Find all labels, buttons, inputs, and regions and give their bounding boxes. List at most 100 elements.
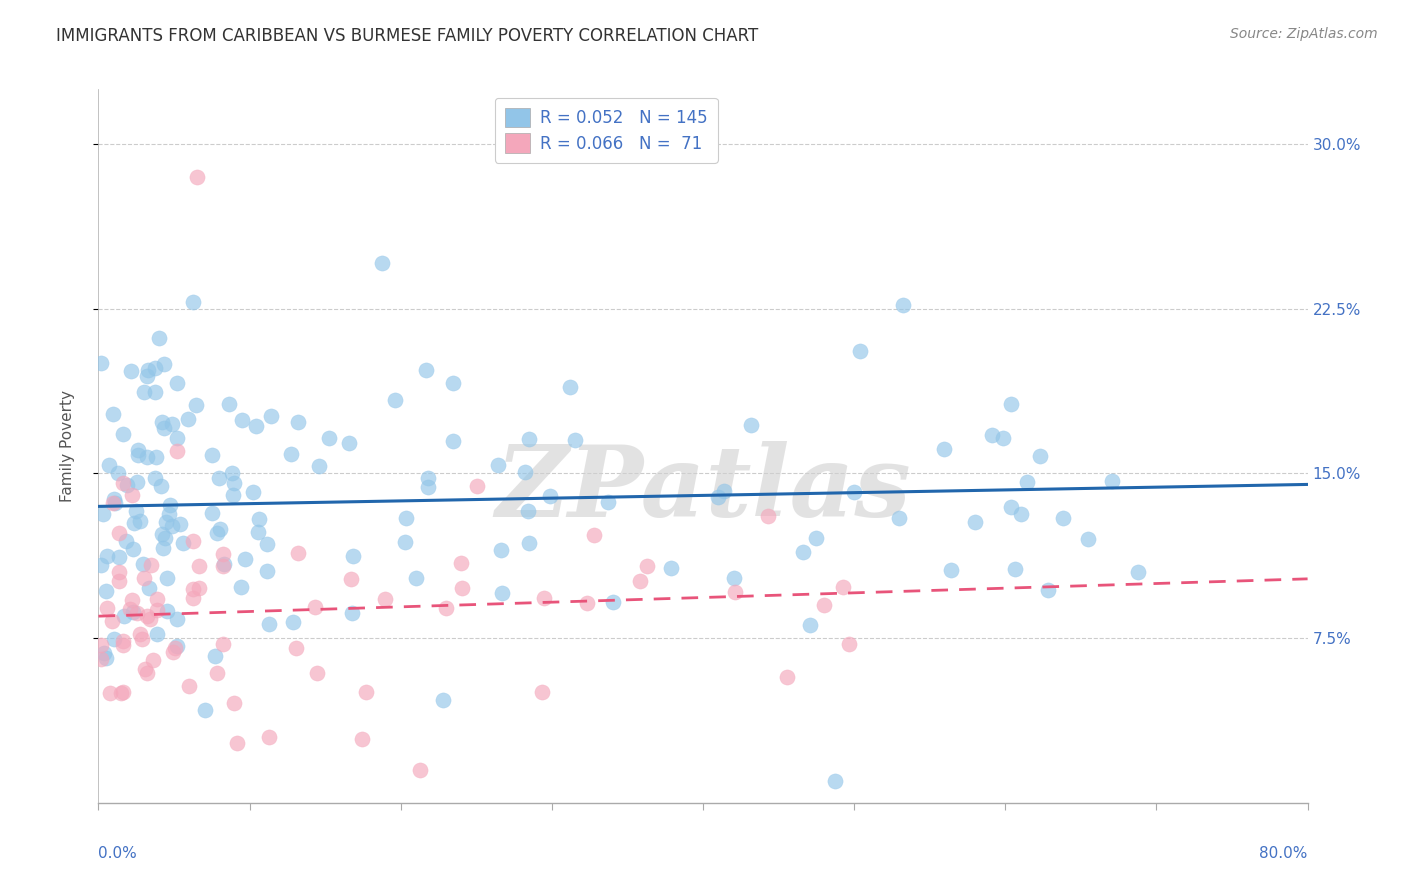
Point — [394, 535, 416, 549]
Point — [181, 582, 204, 596]
Point — [451, 581, 474, 595]
Point — [127, 448, 149, 462]
Point — [740, 417, 762, 432]
Point — [124, 516, 146, 531]
Point — [308, 458, 330, 473]
Point — [112, 475, 135, 490]
Point — [166, 444, 188, 458]
Point — [221, 466, 243, 480]
Point — [177, 412, 200, 426]
Point — [207, 666, 229, 681]
Point — [231, 580, 253, 594]
Point — [1000, 397, 1022, 411]
Point — [121, 542, 143, 557]
Point — [150, 479, 173, 493]
Point — [1052, 510, 1074, 524]
Point — [813, 598, 835, 612]
Point — [489, 543, 512, 558]
Point — [318, 431, 340, 445]
Point — [138, 581, 160, 595]
Point — [91, 507, 114, 521]
Point — [257, 617, 280, 632]
Point — [434, 601, 457, 615]
Point — [531, 684, 554, 698]
Point — [146, 603, 169, 617]
Point — [108, 550, 131, 565]
Point — [287, 415, 309, 429]
Point — [838, 637, 860, 651]
Point — [934, 442, 956, 456]
Point — [628, 574, 651, 589]
Point — [132, 571, 155, 585]
Point — [93, 646, 115, 660]
Point — [707, 490, 730, 504]
Point — [307, 665, 329, 680]
Point — [246, 524, 269, 539]
Point — [179, 679, 201, 693]
Point — [125, 606, 148, 620]
Point — [354, 684, 377, 698]
Point — [516, 504, 538, 518]
Point — [103, 491, 125, 506]
Point — [374, 591, 396, 606]
Point — [242, 485, 264, 500]
Point — [201, 506, 224, 520]
Point — [208, 471, 231, 485]
Point — [486, 458, 509, 473]
Point — [342, 549, 364, 563]
Point — [965, 515, 987, 529]
Point — [121, 605, 143, 619]
Point — [100, 614, 122, 628]
Point — [143, 360, 166, 375]
Point — [756, 508, 779, 523]
Point — [226, 736, 249, 750]
Point — [491, 586, 513, 600]
Point — [285, 641, 308, 656]
Point — [218, 397, 240, 411]
Point — [111, 638, 134, 652]
Point — [799, 618, 821, 632]
Point — [849, 344, 872, 359]
Point — [134, 662, 156, 676]
Point — [517, 432, 540, 446]
Point — [1010, 507, 1032, 521]
Point — [136, 362, 159, 376]
Text: 0.0%: 0.0% — [98, 846, 138, 861]
Point — [152, 541, 174, 556]
Point — [145, 450, 167, 464]
Point — [90, 356, 112, 370]
Point — [112, 609, 135, 624]
Point — [143, 385, 166, 400]
Point — [256, 564, 278, 578]
Point — [340, 572, 363, 586]
Point — [233, 552, 256, 566]
Point — [150, 415, 173, 429]
Point — [156, 605, 179, 619]
Point — [127, 442, 149, 457]
Point — [723, 571, 745, 585]
Text: ZPatlas: ZPatlas — [495, 441, 911, 537]
Point — [181, 591, 204, 606]
Point — [257, 730, 280, 744]
Point — [103, 632, 125, 646]
Point — [90, 558, 112, 572]
Point — [166, 612, 188, 626]
Point — [558, 380, 581, 394]
Point — [150, 526, 173, 541]
Point — [208, 522, 231, 536]
Point — [166, 639, 188, 653]
Point — [260, 409, 283, 424]
Point — [156, 571, 179, 585]
Point — [842, 484, 865, 499]
Point — [1000, 500, 1022, 514]
Point — [713, 483, 735, 498]
Point — [115, 478, 138, 492]
Point — [97, 458, 120, 473]
Point — [160, 417, 183, 431]
Point — [155, 515, 177, 529]
Point — [1015, 475, 1038, 489]
Point — [287, 545, 309, 559]
Point — [165, 641, 187, 656]
Point — [111, 426, 134, 441]
Point — [416, 479, 439, 493]
